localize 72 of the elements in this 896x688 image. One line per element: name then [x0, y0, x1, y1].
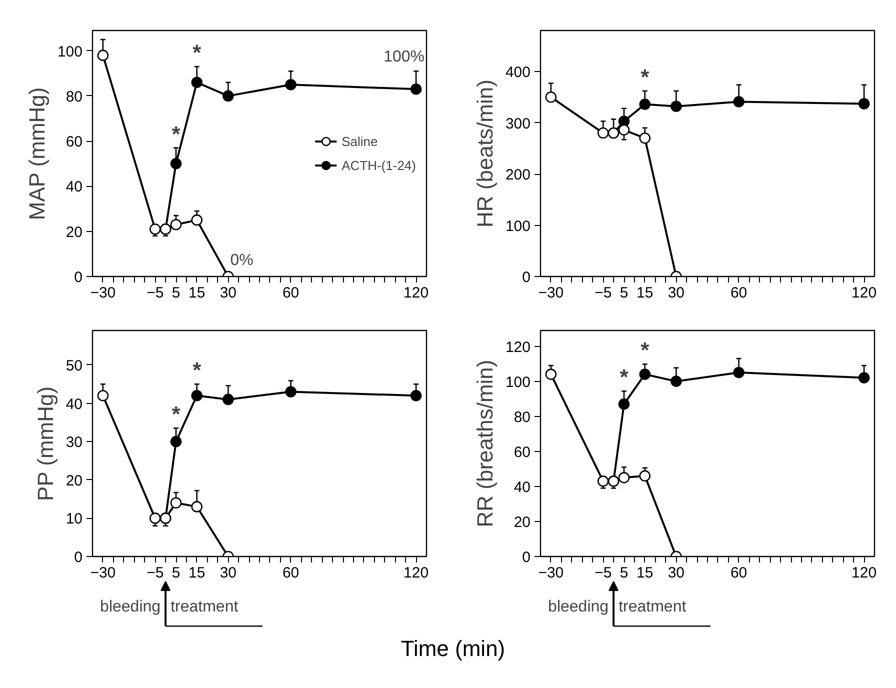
y-tick-label: 400 — [505, 64, 531, 81]
legend-label: ACTH-(1-24) — [342, 158, 416, 172]
x-tick-label: 15 — [636, 564, 654, 582]
annotation: * — [640, 64, 650, 90]
y-tick-label: 30 — [66, 434, 83, 452]
y-tick-label: 10 — [66, 510, 83, 528]
y-tick-label: 20 — [514, 514, 531, 531]
y-tick-label: 0 — [522, 269, 530, 286]
y-tick-label: 40 — [66, 178, 83, 196]
x-tick-label: 15 — [188, 564, 206, 582]
x-tick-label: 15 — [636, 284, 654, 302]
x-tick-label: 5 — [620, 284, 628, 302]
x-tick-label: −30 — [90, 284, 116, 302]
x-tick-label: 5 — [620, 564, 628, 582]
legend-label: Saline — [342, 134, 378, 148]
y-tick-label: 20 — [66, 472, 83, 490]
annotation: * — [620, 364, 629, 390]
y-tick-label: 0 — [74, 269, 82, 286]
x-tick-label: 15 — [188, 284, 206, 302]
x-tick-label: 120 — [852, 564, 877, 582]
x-tick-label: 5 — [172, 564, 180, 582]
y-tick-label: 20 — [66, 224, 83, 241]
y-tick-label: 80 — [66, 88, 83, 106]
y-tick-label: 0 — [74, 549, 82, 566]
x-tick-label: 60 — [730, 284, 748, 302]
x-tick-label: −5 — [594, 564, 612, 582]
x-tick-label: 30 — [220, 284, 237, 302]
y-tick-label: 40 — [514, 478, 531, 496]
y-tick-label: 100 — [57, 43, 83, 60]
y-tick-label: 120 — [505, 338, 531, 356]
y-tick-label: 100 — [505, 374, 531, 391]
x-tick-label: 60 — [282, 284, 300, 302]
y-tick-label: 50 — [66, 357, 83, 374]
y-tick-label: 40 — [66, 396, 83, 413]
x-tick-label: 60 — [282, 564, 300, 582]
y-axis-title: HR (beats/min) — [472, 80, 498, 228]
y-tick-label: 100 — [505, 218, 531, 235]
text: treatment — [170, 598, 239, 616]
y-axis-title: MAP (mmHg) — [24, 87, 50, 220]
x-tick-label: 5 — [172, 284, 180, 302]
x-tick-label: 30 — [668, 284, 685, 302]
x-tick-label: 120 — [404, 564, 429, 582]
x-tick-label: −30 — [538, 564, 564, 582]
y-tick-label: 0 — [522, 549, 530, 566]
x-tick-label: −5 — [146, 284, 164, 302]
x-tick-label: −5 — [146, 564, 164, 582]
x-tick-label: −30 — [538, 284, 564, 302]
annotation: * — [192, 358, 202, 383]
x-tick-label: 30 — [220, 564, 237, 582]
annotation: 0% — [230, 252, 254, 269]
annotation: * — [640, 338, 650, 363]
x-tick-label: 30 — [668, 564, 685, 582]
text: bleeding — [100, 598, 161, 616]
y-tick-label: 80 — [514, 408, 531, 426]
text: bleeding — [548, 598, 609, 616]
x-axis-title: Time (min) — [400, 635, 506, 663]
x-tick-label: −5 — [594, 284, 612, 302]
y-axis-title: RR (breaths/min) — [472, 360, 498, 528]
y-tick-label: 200 — [505, 166, 531, 184]
x-tick-label: 60 — [730, 564, 748, 582]
x-tick-label: 120 — [404, 284, 429, 302]
x-tick-label: 120 — [852, 284, 877, 302]
annotation: 100% — [384, 48, 425, 66]
y-axis-title: PP (mmHg) — [32, 386, 58, 501]
annotation: * — [192, 40, 202, 66]
x-tick-label: −30 — [90, 564, 116, 582]
y-tick-label: 60 — [514, 444, 531, 461]
y-tick-label: 300 — [505, 115, 531, 132]
annotation: * — [172, 402, 181, 427]
text: treatment — [618, 598, 687, 616]
y-tick-label: 60 — [66, 134, 83, 151]
annotation: * — [172, 121, 181, 146]
